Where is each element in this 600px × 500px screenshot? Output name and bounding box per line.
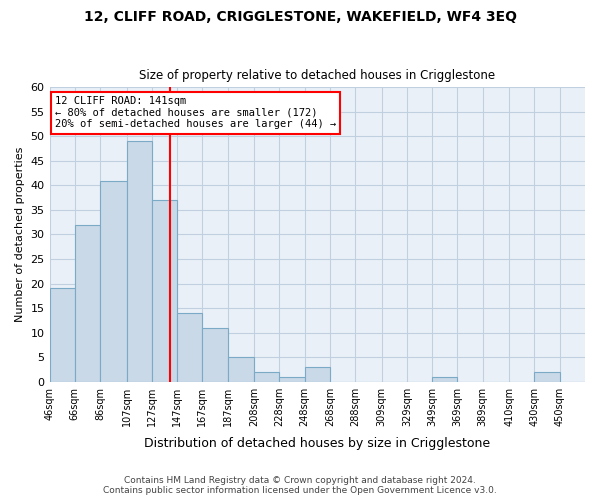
Text: 12 CLIFF ROAD: 141sqm
← 80% of detached houses are smaller (172)
20% of semi-det: 12 CLIFF ROAD: 141sqm ← 80% of detached … — [55, 96, 336, 130]
Bar — [152, 200, 177, 382]
Bar — [227, 357, 254, 382]
Bar — [432, 376, 457, 382]
Bar — [535, 372, 560, 382]
Bar — [100, 180, 127, 382]
Title: Size of property relative to detached houses in Crigglestone: Size of property relative to detached ho… — [139, 69, 496, 82]
Text: 12, CLIFF ROAD, CRIGGLESTONE, WAKEFIELD, WF4 3EQ: 12, CLIFF ROAD, CRIGGLESTONE, WAKEFIELD,… — [83, 10, 517, 24]
Bar — [75, 224, 100, 382]
X-axis label: Distribution of detached houses by size in Crigglestone: Distribution of detached houses by size … — [144, 437, 490, 450]
Bar — [50, 288, 75, 382]
Bar — [305, 367, 330, 382]
Bar — [280, 376, 305, 382]
Bar — [127, 142, 152, 382]
Bar — [254, 372, 280, 382]
Bar — [177, 313, 202, 382]
Y-axis label: Number of detached properties: Number of detached properties — [15, 147, 25, 322]
Text: Contains HM Land Registry data © Crown copyright and database right 2024.
Contai: Contains HM Land Registry data © Crown c… — [103, 476, 497, 495]
Bar — [202, 328, 227, 382]
